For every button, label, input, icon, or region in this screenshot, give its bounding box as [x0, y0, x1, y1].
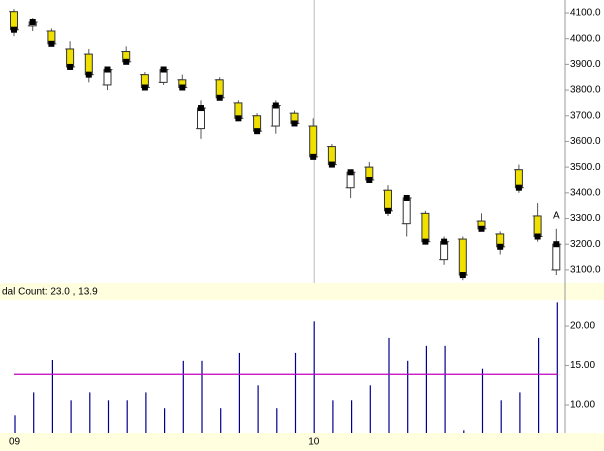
y-tick-label: 3800.0 [570, 85, 601, 96]
y-tick-label: 4000.0 [570, 33, 601, 44]
close-marker [553, 241, 560, 248]
close-marker [347, 169, 354, 176]
close-marker [422, 238, 429, 245]
y-tick-label: 3900.0 [570, 59, 601, 70]
y-tick-label: 3100.0 [570, 265, 601, 276]
close-marker [403, 194, 410, 201]
close-marker [179, 84, 186, 91]
close-marker [459, 272, 466, 279]
close-marker [272, 102, 279, 109]
close-marker [123, 58, 130, 65]
close-marker [198, 105, 204, 112]
candle-body [421, 212, 430, 243]
candle-body [458, 238, 467, 276]
candle-body [197, 107, 205, 130]
y-tick-label: 3700.0 [570, 110, 601, 121]
close-marker [534, 233, 541, 240]
x-axis-band [0, 433, 604, 451]
y-tick-label: 10.00 [570, 400, 595, 411]
candle-body [309, 125, 318, 158]
close-marker [328, 161, 335, 168]
close-marker [104, 66, 111, 73]
close-marker [85, 71, 92, 78]
candle-body [384, 189, 392, 212]
close-marker [48, 40, 55, 47]
close-marker [67, 63, 74, 70]
close-marker [254, 128, 261, 135]
close-marker [385, 207, 391, 214]
close-marker [291, 120, 298, 127]
y-tick-label: 3500.0 [570, 162, 601, 173]
close-marker [11, 26, 17, 33]
y-tick-label: 20.00 [570, 321, 595, 332]
y-tick-label: 3400.0 [570, 187, 601, 198]
close-marker [478, 225, 485, 232]
close-marker [141, 84, 148, 91]
x-tick-label: 09 [9, 437, 21, 448]
close-marker [441, 238, 448, 245]
panel-header [0, 283, 604, 300]
close-marker [216, 94, 223, 101]
close-marker [235, 115, 242, 122]
y-tick-label: 4100.0 [570, 8, 601, 19]
y-tick-label: 3200.0 [570, 239, 601, 250]
candle-body [84, 53, 93, 76]
annotation: A [553, 210, 560, 221]
candle-body [552, 243, 561, 271]
close-marker [29, 18, 36, 25]
candle-body [402, 197, 411, 225]
panel-title: dal Count: 23.0 , 13.9 [2, 287, 98, 298]
candle-body [271, 104, 280, 127]
x-tick-label: 10 [308, 437, 320, 448]
close-marker [515, 184, 522, 191]
close-marker [497, 243, 504, 250]
y-tick-label: 3300.0 [570, 213, 601, 224]
close-marker [310, 153, 317, 160]
candle-body [533, 215, 542, 238]
close-marker [366, 176, 373, 183]
y-tick-label: 3600.0 [570, 136, 601, 147]
close-marker [160, 66, 167, 73]
y-tick-label: 15.00 [570, 360, 595, 371]
